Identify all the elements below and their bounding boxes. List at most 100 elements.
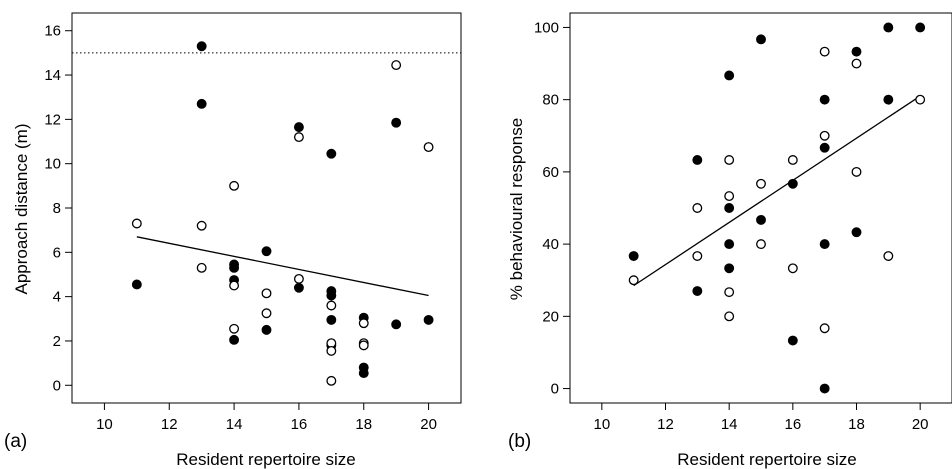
panel-a-point-open (391, 60, 402, 71)
panel-a-point-open (261, 288, 272, 299)
panel-b-point-filled (819, 94, 830, 105)
panel-b-point-open (787, 155, 798, 165)
panel-b-y-axis-title: % behavioural response (507, 118, 526, 300)
panel-b-point-filled (787, 178, 798, 189)
panel-b-point-open (628, 275, 639, 286)
panel-a-y-tick-label: 8 (53, 200, 61, 217)
panel-a-x-tick-label: 10 (96, 416, 113, 433)
panel-b-plot-frame (569, 12, 952, 404)
panel-b-point-filled (756, 34, 766, 45)
panel-a-x-tick-label: 14 (226, 416, 243, 433)
panel-b-point-open (915, 94, 926, 105)
panel-b-trend-line (633, 95, 921, 287)
panel-a-point-open (229, 180, 240, 191)
panel-b-point-filled (915, 22, 926, 33)
panel-b-point-filled (819, 142, 830, 153)
panel-a-point-filled (261, 324, 272, 335)
panel-a-x-axis-title: Resident repertoire size (176, 450, 356, 469)
panel-b-point-filled (724, 239, 735, 250)
panel-a-point-filled (229, 262, 240, 273)
panel-b-point-open (819, 323, 830, 334)
panel-a-point-open (293, 273, 304, 284)
panel-a-point-filled (229, 334, 240, 345)
panel-b-point-open (692, 251, 703, 261)
panel-b-point-open (724, 155, 735, 165)
panel-a-point-filled (261, 246, 272, 257)
panel-b-point-open (883, 251, 894, 261)
panel-b-point-filled (819, 239, 830, 250)
panel-a-y-tick-label: 12 (44, 111, 61, 128)
panel-a-y-tick-label: 10 (44, 156, 61, 173)
panel-b-point-filled (883, 94, 894, 105)
panel-a-label: (a) (4, 431, 27, 452)
panel-a-point-filled (326, 314, 337, 325)
panel-a-plot-frame (71, 12, 462, 404)
panel-a-point-filled (358, 368, 369, 379)
panel-b-y-tick-label: 80 (542, 92, 559, 109)
panel-a-point-filled (326, 290, 337, 301)
panel-a-point-filled (423, 314, 434, 325)
panel-a-x-tick-label: 18 (355, 416, 372, 433)
panel-a-point-open (326, 300, 337, 311)
panel-a-point-filled (391, 117, 402, 128)
panel-a-point-open (326, 345, 337, 356)
panel-a-y-tick-label: 4 (53, 289, 61, 306)
panel-a-point-open (358, 340, 369, 351)
panel-a-point-open (423, 142, 434, 153)
panel-b-label: (b) (508, 431, 531, 452)
panel-a-point-filled (293, 122, 304, 133)
panel-b-point-open (819, 46, 830, 57)
panel-a-point-filled (196, 41, 207, 52)
panel-a-point-open (326, 375, 337, 386)
panel-a-approach-distance: (a) Resident repertoire size Approach di… (4, 12, 462, 469)
panel-a-point-open (293, 132, 304, 143)
panel-b-x-tick-label: 10 (593, 416, 610, 433)
panel-a-point-open (358, 318, 369, 329)
panel-b-y-tick-label: 100 (534, 19, 559, 36)
panel-b-point-filled (724, 70, 735, 81)
panel-a-point-filled (196, 98, 207, 109)
panel-a-x-tick-label: 12 (161, 416, 178, 433)
panel-b-point-open (819, 130, 830, 141)
panel-b-point-open (756, 239, 766, 250)
panel-a-y-tick-label: 14 (44, 67, 61, 84)
panel-b-y-tick-label: 40 (542, 236, 559, 253)
panel-a-point-filled (391, 319, 402, 330)
panel-a-point-open (131, 218, 142, 229)
panel-b-x-tick-label: 20 (912, 416, 929, 433)
panel-b-point-filled (724, 263, 735, 274)
panel-b-point-open (724, 287, 735, 298)
panel-a-x-tick-label: 16 (291, 416, 308, 433)
panel-a-point-open (196, 220, 207, 231)
panel-a-x-tick-label: 20 (420, 416, 437, 433)
panel-b-point-open (724, 191, 735, 202)
panel-b-x-axis-title: Resident repertoire size (677, 450, 857, 469)
panel-a-y-tick-label: 2 (53, 333, 61, 350)
panel-a-y-tick-label: 6 (53, 244, 61, 261)
panel-b-point-open (692, 203, 703, 213)
panel-a-point-open (229, 280, 240, 291)
panel-a-point-open (229, 323, 240, 334)
panel-b-x-tick-label: 18 (848, 416, 865, 433)
panel-a-point-filled (326, 148, 337, 159)
panel-b-y-tick-label: 60 (542, 164, 559, 181)
panel-b-point-open (756, 178, 766, 189)
panel-b-point-filled (692, 286, 703, 297)
panel-b-point-filled (883, 22, 894, 33)
panel-b-point-open (851, 166, 862, 177)
panel-a-y-tick-label: 16 (44, 23, 61, 40)
panel-a-y-tick-label: 0 (53, 377, 61, 394)
panel-b-point-filled (819, 383, 830, 394)
panel-a-point-filled (131, 279, 142, 290)
panel-b-point-open (724, 311, 735, 322)
panel-b-point-filled (851, 46, 862, 57)
panel-b-point-filled (756, 214, 766, 225)
panel-b-point-filled (724, 203, 735, 213)
panel-b-x-tick-label: 14 (721, 416, 738, 433)
panel-b-point-open (787, 263, 798, 274)
panel-b-point-open (851, 58, 862, 69)
panel-a-point-filled (293, 282, 304, 293)
panel-b-point-filled (692, 155, 703, 165)
panel-b-y-tick-label: 0 (551, 381, 559, 398)
